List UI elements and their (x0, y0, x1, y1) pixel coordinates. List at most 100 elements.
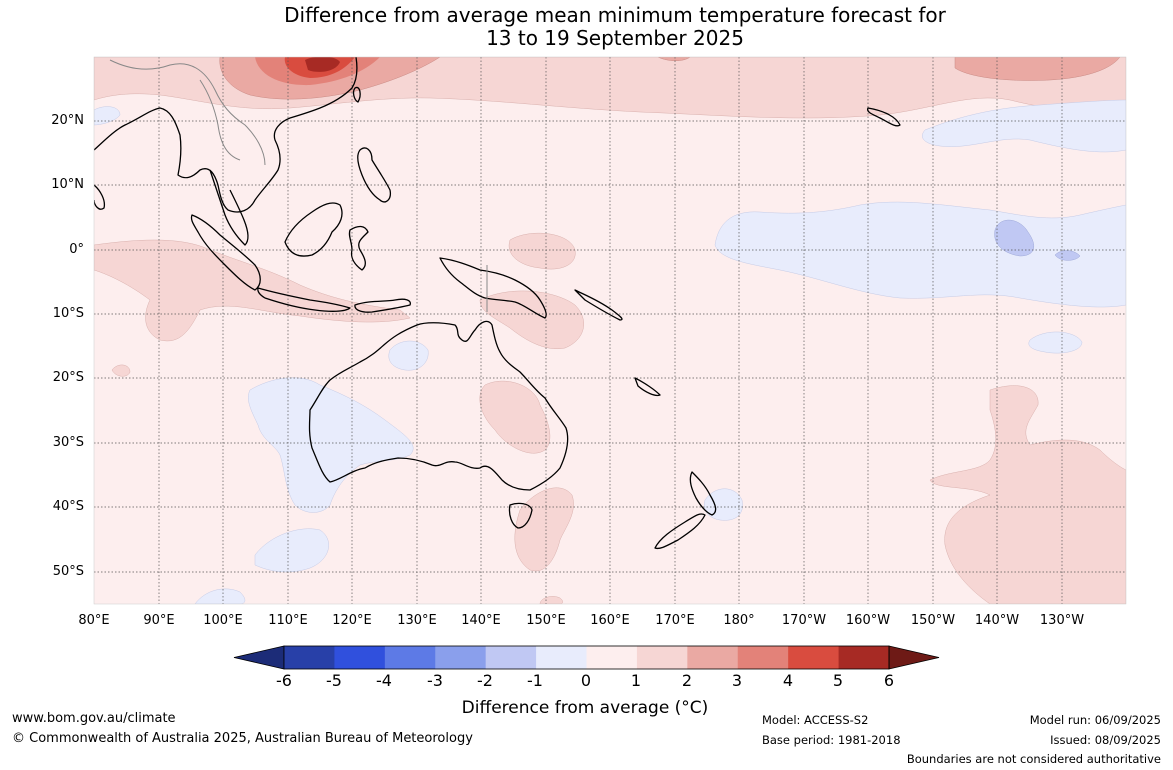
anomaly-region-cool-south (194, 528, 329, 604)
colorbar-swatch (586, 646, 638, 669)
lon-label-100e: 100°E (203, 613, 243, 628)
colorbar-swatch (384, 646, 436, 669)
colorbar-tick-3: 3 (731, 671, 743, 690)
colorbar-tick-m3: -3 (427, 671, 443, 690)
coastline-new-caledonia (634, 377, 661, 397)
country-borders (109, 59, 488, 312)
lon-label-170e: 170°E (655, 613, 695, 628)
footer-disclaimer: Boundaries are not considered authoritat… (906, 752, 1161, 766)
colorbar-swatch (536, 646, 587, 669)
coastline-taiwan (352, 86, 361, 103)
lon-label-130w: 130°W (1039, 613, 1085, 628)
lon-label-160e: 160°E (590, 613, 630, 628)
anomaly-region-warm-smallspot (111, 364, 131, 377)
coastline-sulawesi (348, 225, 369, 271)
lon-label-140w: 140°W (974, 613, 1020, 628)
coastline-solomon-islands (574, 289, 623, 321)
footer-model: Model: ACCESS-S2 (762, 713, 869, 727)
colorbar-title: Difference from average (°C) (461, 698, 709, 718)
lat-label-10n: 10°N (51, 177, 84, 192)
colorbar-tick-5: 5 (832, 671, 844, 690)
footer-issued: Issued: 08/09/2025 (1050, 733, 1161, 747)
footer-base-period: Base period: 1981-2018 (762, 733, 901, 747)
map-area (94, 57, 1126, 604)
footer-url: www.bom.gov.au/climate (12, 711, 176, 726)
colorbar-tick-1: 1 (630, 671, 642, 690)
lon-label-140e: 140°E (461, 613, 501, 628)
lat-label-10s: 10°S (52, 306, 84, 321)
colorbar-swatch (435, 646, 487, 669)
lon-label-170w: 170°W (781, 613, 827, 628)
anomaly-region-warm-inland (479, 380, 551, 454)
anomaly-region-5-6 (305, 57, 340, 72)
lon-label-110e: 110°E (268, 613, 308, 628)
anomaly-region-warm-tasman (514, 487, 574, 572)
lon-label-150w: 150°W (910, 613, 956, 628)
coastline-asia-mainland (94, 57, 358, 213)
anomaly-region-warm-png (508, 232, 576, 270)
colorbar-tick-0: 0 (580, 671, 592, 690)
colorbar-extend-high (888, 645, 940, 670)
title-line-2: 13 to 19 September 2025 (486, 26, 744, 50)
colorbar-tick-m6: -6 (276, 671, 292, 690)
colorbar-outline (283, 645, 890, 670)
colorbar-swatch (636, 646, 688, 669)
coastline-tasmania (508, 502, 533, 529)
lon-label-120e: 120°E (332, 613, 372, 628)
lat-label-40s: 40°S (52, 499, 84, 514)
colorbar-swatch (737, 646, 789, 669)
colorbar-swatch (788, 646, 840, 669)
chart-title: Difference from average mean minimum tem… (0, 4, 1173, 50)
colorbar-swatch (838, 646, 890, 669)
lon-label-80e: 80°E (78, 613, 110, 628)
lat-label-20n: 20°N (51, 113, 84, 128)
colorbar-swatch (284, 646, 335, 669)
coastline-lesser-sunda (354, 298, 411, 313)
anomaly-region-cool-smallwest (94, 106, 121, 126)
colorbar-extend-low (233, 645, 285, 670)
coastline-hawaii (866, 107, 901, 127)
coastline-java (257, 287, 351, 312)
colorbar-swatch (334, 646, 386, 669)
coastline-new-guinea (439, 257, 547, 319)
coastline-sri-lanka (94, 184, 106, 210)
coastline-new-zealand-north (689, 471, 717, 516)
colorbar-tick-2: 2 (681, 671, 693, 690)
map-frame (93, 56, 1127, 605)
lat-label-0: 0° (69, 242, 84, 257)
colorbar-swatch (687, 646, 739, 669)
coastline-borneo (284, 202, 343, 257)
anomaly-region-warm-coral (479, 290, 584, 350)
lon-label-160w: 160°W (845, 613, 891, 628)
coastline-malay-peninsula (209, 169, 249, 246)
lon-label-130e: 130°E (397, 613, 437, 628)
colorbar-tick-m4: -4 (376, 671, 392, 690)
coastline-new-zealand-south (654, 513, 706, 550)
colorbar-tick-m2: -2 (477, 671, 493, 690)
footer-copyright: © Commonwealth of Australia 2025, Austra… (12, 731, 473, 746)
colorbar (233, 645, 940, 670)
coastline-sumatra (190, 214, 261, 291)
lat-label-20s: 20°S (52, 370, 84, 385)
coastlines (94, 57, 901, 550)
lon-label-180: 180° (723, 613, 755, 628)
colorbar-tick-m5: -5 (326, 671, 342, 690)
colorbar-tick-m1: -1 (527, 671, 543, 690)
anomaly-region-cool-darwin (388, 340, 429, 371)
coastline-philippines (357, 147, 391, 203)
anomaly-region-warm-equator (94, 239, 411, 342)
title-line-1: Difference from average mean minimum tem… (284, 3, 946, 27)
colorbar-tick-6: 6 (883, 671, 895, 690)
anomaly-region-2-3-pacific (954, 57, 1121, 81)
anomaly-region-cool-east (1028, 331, 1083, 354)
lat-label-50s: 50°S (52, 564, 84, 579)
anomaly-region-warm-southeast (929, 385, 1126, 604)
lon-label-150e: 150°E (526, 613, 566, 628)
coastline-australia (308, 320, 569, 491)
lat-label-30s: 30°S (52, 435, 84, 450)
colorbar-tick-4: 4 (782, 671, 794, 690)
footer-model-run: Model run: 06/09/2025 (1029, 713, 1161, 727)
lon-label-90e: 90°E (143, 613, 175, 628)
anomaly-region-cool-nz (704, 488, 743, 521)
